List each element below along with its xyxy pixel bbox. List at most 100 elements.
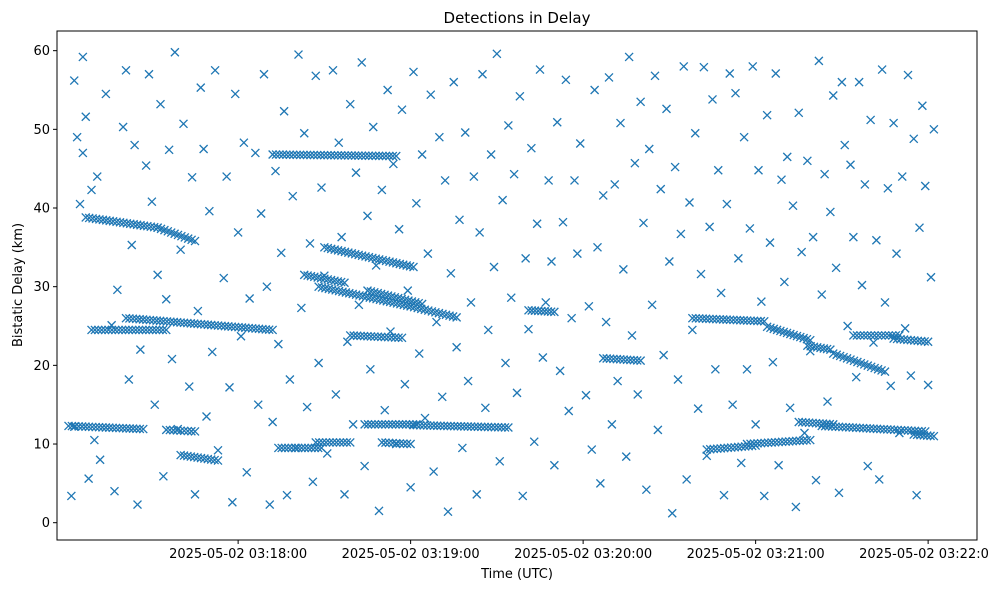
data-point [349,331,359,341]
data-point [391,151,401,161]
data-point [299,128,309,138]
data-point [296,303,306,313]
data-point [469,172,479,182]
data-point [250,148,260,158]
data-point [104,325,113,335]
data-point [281,150,291,160]
data-point [74,421,84,431]
data-point [187,172,197,182]
x-tick-label: 2025-05-02 03:19:00 [342,547,480,562]
data-point [765,323,775,333]
data-point [377,419,387,429]
data-point [817,290,827,300]
data-point [423,249,433,259]
data-point [161,294,171,304]
data-point [825,345,835,355]
data-point [366,331,376,341]
x-tick-label: 2025-05-02 03:20:00 [514,547,652,562]
data-point [189,319,199,329]
data-point [746,439,755,449]
data-point [340,150,350,160]
data-point [288,191,298,201]
data-point [278,150,288,160]
data-point [753,438,763,448]
data-point [739,132,749,142]
data-point [802,156,812,166]
data-point [446,268,456,278]
data-point [841,422,851,432]
data-point [875,424,885,434]
data-point [558,217,568,227]
data-point [618,264,628,274]
data-point [373,288,383,298]
data-point [84,422,94,432]
data-point [343,151,353,160]
data-point [777,437,787,447]
data-point [383,85,393,95]
data-point [870,330,880,340]
data-point [111,423,121,433]
data-point [261,324,271,334]
data-point [299,150,308,160]
data-point [388,258,398,267]
data-point [705,444,715,454]
data-point [725,69,735,78]
data-point [378,151,387,161]
data-point [902,335,912,345]
data-point [333,150,343,160]
data-point [376,289,386,299]
data-point [650,71,660,81]
data-point [138,424,148,434]
data-point [340,278,349,288]
data-point [161,325,171,335]
data-point [87,325,96,335]
data-point [321,437,331,447]
data-point [227,322,237,332]
data-point [196,83,206,93]
data-point [367,151,377,161]
data-point [676,229,686,239]
data-point [217,321,226,331]
data-point [354,300,364,310]
data-point [402,261,412,270]
data-point [687,313,697,323]
data-point [388,151,398,161]
data-point [371,151,381,161]
data-point [779,327,789,337]
data-point [917,101,927,111]
data-point [279,106,289,116]
data-point [871,235,881,245]
data-point [892,249,901,259]
data-point [459,421,469,431]
data-point [159,316,168,326]
data-point [880,330,890,340]
data-point [742,316,752,326]
data-point [443,507,453,517]
data-point [110,325,120,335]
data-point [118,423,128,433]
data-point [923,337,933,347]
data-point [926,272,936,282]
data-point [302,150,312,160]
data-point [369,332,379,342]
data-point [268,325,278,335]
data-point [199,320,209,329]
data-point [756,438,766,448]
data-point [877,330,887,340]
data-point [213,321,223,331]
data-point [685,198,694,207]
data-point [873,330,883,340]
data-point [483,422,493,432]
y-tick-label: 60 [33,44,50,59]
data-point [397,294,407,304]
data-point [749,316,759,326]
data-point [141,315,151,325]
data-point [305,238,315,248]
data-point [371,260,381,270]
data-point [297,443,307,453]
data-point [866,330,876,340]
data-point [767,438,777,447]
data-point [742,364,752,374]
data-point [135,345,145,355]
data-point [176,245,186,255]
